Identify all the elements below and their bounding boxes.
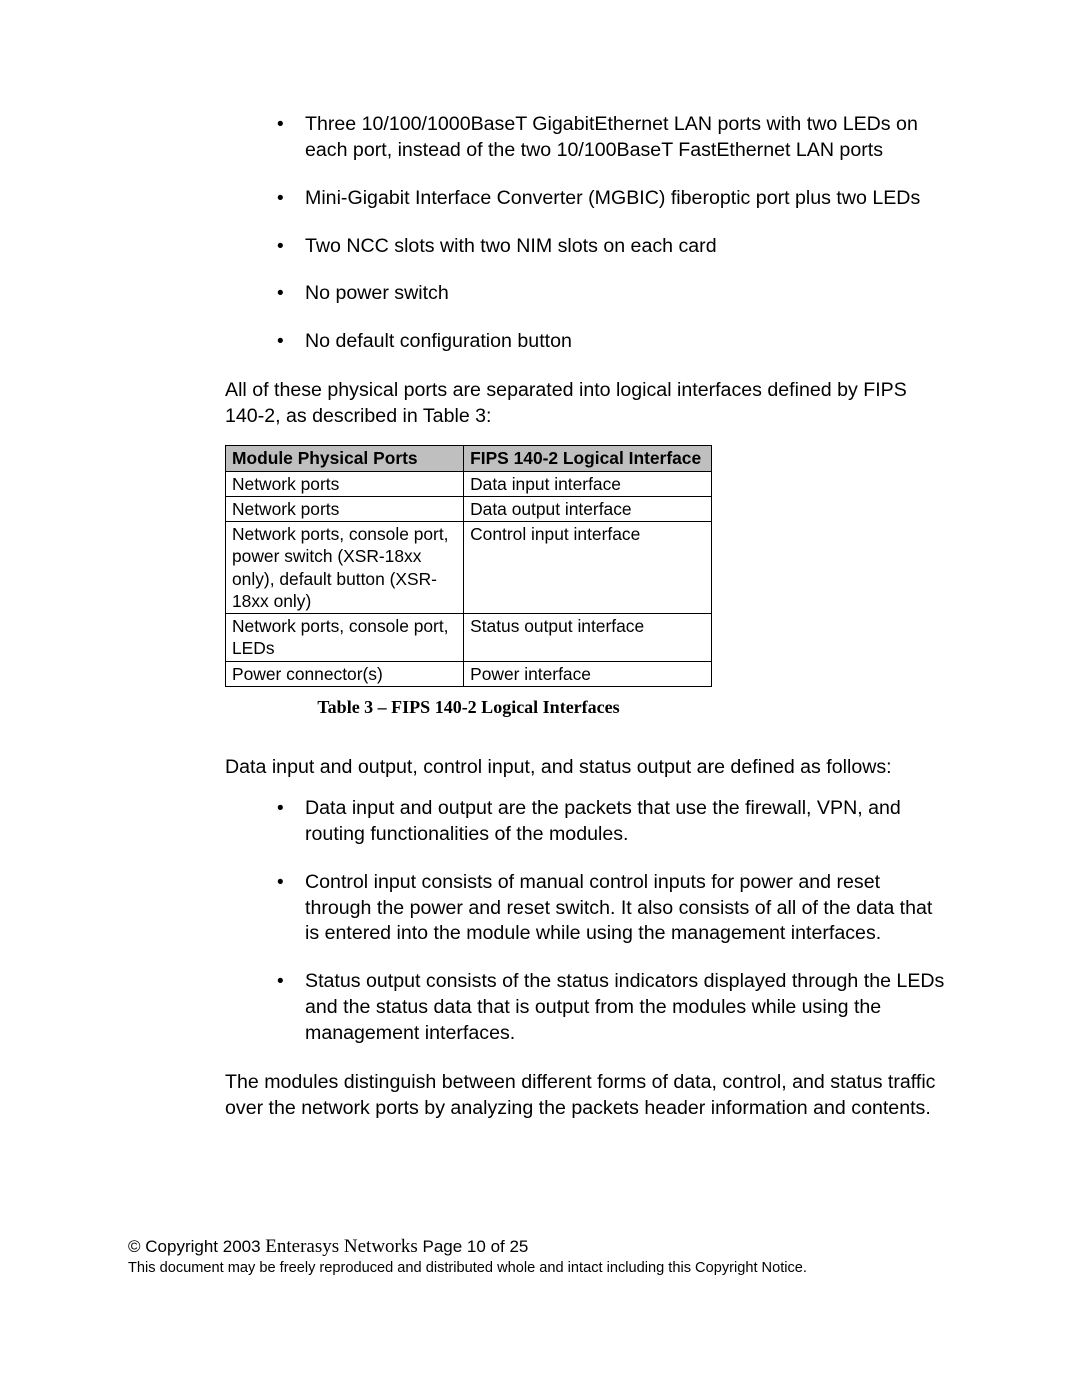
- table-row: Network ports, console port, LEDs Status…: [226, 614, 712, 662]
- copyright-symbol: ©: [128, 1237, 141, 1256]
- list-item: Two NCC slots with two NIM slots on each…: [277, 234, 945, 260]
- table-row: Power connector(s) Power interface: [226, 661, 712, 686]
- table-cell: Data output interface: [464, 496, 712, 521]
- table-caption: Table 3 – FIPS 140-2 Logical Interfaces: [225, 697, 712, 718]
- footer-copyright-line: © Copyright 2003 Enterasys Networks Page…: [128, 1236, 948, 1258]
- list-item: No power switch: [277, 281, 945, 307]
- table-header-logical-interface: FIPS 140-2 Logical Interface: [464, 446, 712, 471]
- list-item: Data input and output are the packets th…: [277, 796, 945, 848]
- table-cell: Data input interface: [464, 471, 712, 496]
- table-row: Network ports Data input interface: [226, 471, 712, 496]
- paragraph-interfaces-intro: All of these physical ports are separate…: [225, 377, 945, 429]
- copyright-text: Copyright 2003: [141, 1237, 266, 1256]
- footer-notice: This document may be freely reproduced a…: [128, 1260, 948, 1276]
- table-cell: Power interface: [464, 661, 712, 686]
- list-item: Three 10/100/1000BaseT GigabitEthernet L…: [277, 112, 945, 164]
- table-header-physical-ports: Module Physical Ports: [226, 446, 464, 471]
- table-cell: Power connector(s): [226, 661, 464, 686]
- list-item: No default configuration button: [277, 329, 945, 355]
- company-name: Enterasys Networks: [265, 1236, 418, 1257]
- list-item: Status output consists of the status ind…: [277, 969, 945, 1047]
- table-cell: Status output interface: [464, 614, 712, 662]
- table-row: Network ports Data output interface: [226, 496, 712, 521]
- list-item: Mini-Gigabit Interface Converter (MGBIC)…: [277, 186, 945, 212]
- page-footer: © Copyright 2003 Enterasys Networks Page…: [128, 1236, 948, 1276]
- table-cell: Network ports: [226, 471, 464, 496]
- paragraph-definitions-intro: Data input and output, control input, an…: [225, 754, 945, 780]
- bullet-list-definitions: Data input and output are the packets th…: [277, 796, 945, 1047]
- bullet-list-top: Three 10/100/1000BaseT GigabitEthernet L…: [277, 112, 945, 355]
- table-cell: Network ports, console port, LEDs: [226, 614, 464, 662]
- fips-interfaces-table: Module Physical Ports FIPS 140-2 Logical…: [225, 445, 712, 687]
- list-item: Control input consists of manual control…: [277, 870, 945, 948]
- paragraph-distinguish: The modules distinguish between differen…: [225, 1069, 945, 1121]
- table-cell: Control input interface: [464, 522, 712, 614]
- table-cell: Network ports, console port, power switc…: [226, 522, 464, 614]
- table-row: Network ports, console port, power switc…: [226, 522, 712, 614]
- page-content: Three 10/100/1000BaseT GigabitEthernet L…: [225, 112, 945, 1137]
- page-number: Page 10 of 25: [418, 1237, 529, 1256]
- table-cell: Network ports: [226, 496, 464, 521]
